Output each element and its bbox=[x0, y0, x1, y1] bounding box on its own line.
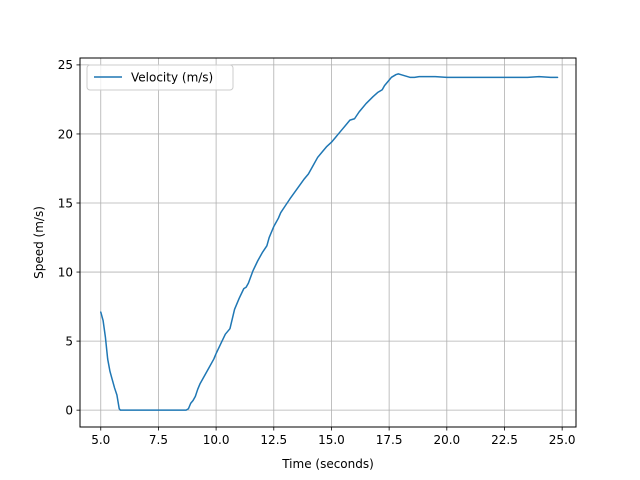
axes-frame bbox=[79, 57, 577, 428]
grid bbox=[80, 58, 576, 427]
y-axis: 0 5 10 15 20 25 bbox=[58, 58, 80, 417]
series-line-velocity bbox=[100, 73, 559, 411]
plot-lines bbox=[100, 73, 559, 411]
x-tick-label: 5.0 bbox=[91, 433, 110, 447]
x-axis: 5.0 7.5 10.0 12.5 15.0 17.5 20.0 22.5 25.0 bbox=[91, 427, 576, 447]
y-tick-label: 20 bbox=[58, 127, 73, 141]
x-tick-label: 12.5 bbox=[260, 433, 287, 447]
x-tick-label: 7.5 bbox=[149, 433, 168, 447]
y-tick-label: 0 bbox=[65, 403, 73, 417]
x-tick-label: 20.0 bbox=[433, 433, 460, 447]
legend-label-velocity: Velocity (m/s) bbox=[131, 71, 213, 85]
x-tick-label: 15.0 bbox=[318, 433, 345, 447]
y-tick-label: 15 bbox=[58, 196, 73, 210]
y-tick-label: 10 bbox=[58, 265, 73, 279]
legend: Velocity (m/s) bbox=[86, 64, 234, 91]
y-tick-label: 5 bbox=[65, 334, 73, 348]
x-tick-label: 25.0 bbox=[549, 433, 576, 447]
x-tick-label: 17.5 bbox=[376, 433, 403, 447]
y-axis-label: Speed (m/s) bbox=[32, 206, 46, 279]
legend-box bbox=[86, 64, 234, 91]
x-axis-label: Time (seconds) bbox=[281, 457, 374, 471]
x-tick-label: 10.0 bbox=[203, 433, 230, 447]
y-tick-label: 25 bbox=[58, 58, 73, 72]
x-tick-label: 22.5 bbox=[491, 433, 518, 447]
